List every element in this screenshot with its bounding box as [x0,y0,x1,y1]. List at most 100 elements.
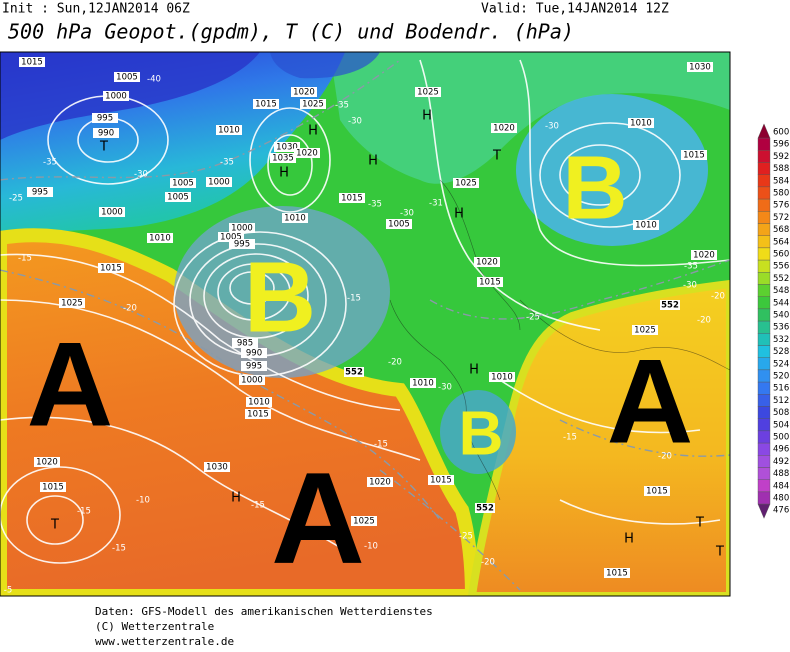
temperature-label: -20 [481,558,495,568]
pressure-system-letter: B [459,399,504,468]
legend-label: 512 [773,396,789,406]
isobar-label: 1005 [167,193,189,203]
isobar-label-box [241,348,267,358]
map-labels: 1015100510009959909951000100510051010101… [4,57,725,596]
isobar-label: 985 [237,339,253,349]
isobar-label-box [103,91,129,101]
isobar-label: 1015 [42,483,64,493]
legend-label: 492 [773,457,789,467]
isobar-label: 1015 [646,487,668,497]
isobar-label: 1020 [36,458,58,468]
isobar-label-box [98,263,124,273]
isobar-label-box [19,57,45,67]
isobar-label: 1010 [284,214,306,224]
legend-label: 540 [773,311,789,321]
isobar-label-box [633,220,659,230]
coastlines [389,179,730,501]
legend-swatch [757,211,771,224]
isobar-label-box [489,372,515,382]
low-marker: T [50,518,59,533]
init-time: Init : Sun,12JAN2014 06Z [2,2,190,17]
pressure-system-letter: A [27,318,114,452]
legend-swatch [757,247,771,261]
isobar-label: 1010 [149,234,171,244]
isobar-label: 1010 [630,119,652,129]
temperature-label: -20 [697,316,711,326]
temperature-label: -20 [388,358,402,368]
isobar-label-box [491,123,517,133]
isobar-label-box [253,99,279,109]
valid-time: Valid: Tue,14JAN2014 12Z [481,2,669,17]
map-area: 1015100510009959909951000100510051010101… [0,52,730,596]
isobar-label-box [27,187,53,197]
legend-label: 508 [773,408,789,418]
legend-swatch [757,137,771,151]
isobar-label-box [165,192,191,202]
isobar-label: 1005 [220,233,242,243]
isobar-label-box [229,223,255,233]
isobar-label-box [34,457,60,467]
temperature-label: -30 [438,383,452,393]
isobar-label-box [204,462,230,472]
isobar-label-box [40,482,66,492]
legend-label: 556 [773,262,789,272]
isobar-label: 1035 [272,154,294,164]
legend-label: 588 [773,164,789,174]
isobar-label: 1005 [388,220,410,230]
low-marker: T [715,545,724,560]
isobar-label-box [114,72,140,82]
isobar-label-box [274,142,300,152]
isobar-label-box [300,99,326,109]
map-title: 500 hPa Geopot.(gpdm), T (C) und Bodendr… [8,20,574,44]
isobar-label-box [367,477,393,487]
isobar-label: 1000 [105,92,127,102]
isobar-label-box [632,325,658,335]
high-marker: H [422,109,432,124]
isobar-label-box [246,397,272,407]
isobar-label-box [218,232,244,242]
legend-swatch [757,479,771,493]
high-marker: H [624,532,634,547]
legend-label: 560 [773,250,789,260]
legend-label: 584 [773,176,789,186]
isobar-label-box [232,338,258,348]
isobar-label: 990 [98,129,114,139]
isobar-label-box [386,219,412,229]
legend-label: 600 [773,128,789,138]
isobar-label: 1000 [231,224,253,234]
legend-label: 488 [773,469,789,479]
legend-swatch [757,406,771,419]
isobar-label: 1010 [635,221,657,231]
isobar-label-box [93,128,119,138]
isobar-label: 1015 [247,410,269,420]
temperature-label: -15 [251,501,265,511]
legend-swatch [757,150,771,163]
isobar-label: 1010 [412,379,434,389]
legend-swatch [757,320,771,334]
temperature-label: -35 [335,101,349,111]
legend-swatch [757,123,771,139]
isobar-label-box [339,193,365,203]
isobar-label: 1015 [606,569,628,579]
legend-label: 516 [773,384,789,394]
map-frame [0,51,731,597]
temperature-label: -30 [134,170,148,180]
isobar-label-box [415,87,441,97]
legend-label: 596 [773,140,789,150]
legend-label: 504 [773,420,789,430]
isobar-label: 1025 [302,100,324,110]
temperature-label: -5 [4,586,12,596]
temperature-label: -35 [220,158,234,168]
footer-copyright: (C) Wetterzentrale [95,620,214,633]
isobar-label: 1030 [276,143,298,153]
isobar-label-box [474,257,500,267]
height-label: 552 [476,504,494,514]
temperature-label: -20 [658,452,672,462]
legend-swatch [757,223,771,236]
legend-swatch [757,467,771,480]
isobar-label-box [170,178,196,188]
temperature-label: -15 [563,433,577,443]
legend-swatch [757,162,771,175]
temperature-label: -10 [136,496,150,506]
